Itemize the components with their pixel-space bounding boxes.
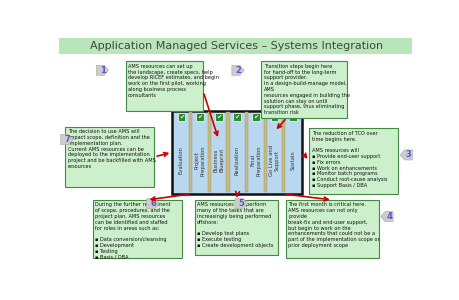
Text: ✔: ✔ — [234, 114, 240, 119]
Text: Business
Blueprint: Business Blueprint — [213, 148, 224, 172]
Text: AMS resources can set up
the landscape, create specs, help
develop RICEF estimat: AMS resources can set up the landscape, … — [128, 64, 218, 98]
FancyBboxPatch shape — [177, 113, 185, 121]
Text: Go Live and
Support: Go Live and Support — [269, 145, 279, 176]
FancyBboxPatch shape — [93, 200, 182, 258]
FancyBboxPatch shape — [194, 200, 278, 256]
Polygon shape — [146, 199, 159, 208]
Text: ✔: ✔ — [253, 114, 258, 119]
Text: 2: 2 — [235, 66, 241, 75]
Text: Application Managed Services – Systems Integration: Application Managed Services – Systems I… — [90, 41, 382, 51]
Text: 5: 5 — [238, 199, 244, 208]
FancyBboxPatch shape — [125, 61, 203, 112]
Text: Realization: Realization — [234, 146, 239, 175]
Text: Transition steps begin here
for hand-off to the long-term
support provider.
In a: Transition steps begin here for hand-off… — [263, 64, 349, 115]
Polygon shape — [231, 65, 244, 75]
FancyBboxPatch shape — [207, 112, 211, 192]
FancyBboxPatch shape — [263, 112, 266, 192]
Polygon shape — [380, 212, 392, 222]
Text: 3: 3 — [405, 151, 410, 160]
Text: ✔: ✔ — [216, 114, 221, 119]
FancyBboxPatch shape — [196, 113, 203, 121]
Text: AMS resources can perform
many of the tasks that are
increasingly being performe: AMS resources can perform many of the ta… — [196, 202, 273, 248]
FancyBboxPatch shape — [245, 112, 247, 192]
Text: Evaluation: Evaluation — [179, 146, 184, 174]
Text: The first month is critical here.
AMS resources can not only
provide
break-fix a: The first month is critical here. AMS re… — [288, 202, 379, 248]
Text: 4: 4 — [386, 212, 391, 221]
Text: ✔: ✔ — [179, 114, 184, 119]
FancyBboxPatch shape — [285, 200, 378, 258]
Polygon shape — [61, 135, 73, 145]
FancyBboxPatch shape — [59, 38, 412, 55]
Polygon shape — [399, 150, 412, 160]
Text: 7: 7 — [64, 135, 70, 144]
Polygon shape — [235, 199, 247, 208]
Text: 1: 1 — [100, 66, 106, 75]
Text: Final
Preparation: Final Preparation — [250, 145, 261, 176]
FancyBboxPatch shape — [289, 113, 297, 121]
Text: ✔: ✔ — [271, 114, 276, 119]
Text: Sustain: Sustain — [290, 150, 295, 170]
Text: ✔: ✔ — [290, 114, 295, 119]
Text: 6: 6 — [150, 199, 156, 208]
Text: ✔: ✔ — [197, 114, 202, 119]
Text: The reduction of TCO over
time begins here.

AMS resources will
▪ Provide end-us: The reduction of TCO over time begins he… — [311, 131, 386, 188]
FancyBboxPatch shape — [270, 113, 278, 121]
Text: During the further refinement
of scope, procedures, and the
project plan, AMS re: During the further refinement of scope, … — [95, 202, 171, 260]
FancyBboxPatch shape — [172, 111, 302, 194]
Polygon shape — [96, 65, 108, 75]
FancyBboxPatch shape — [226, 112, 229, 192]
FancyBboxPatch shape — [261, 61, 346, 118]
Text: The decision to use AMS will
impact scope, definition and the
implementation pla: The decision to use AMS will impact scop… — [67, 129, 155, 169]
FancyBboxPatch shape — [252, 113, 259, 121]
FancyBboxPatch shape — [65, 127, 154, 187]
FancyBboxPatch shape — [189, 112, 192, 192]
FancyBboxPatch shape — [214, 113, 222, 121]
FancyBboxPatch shape — [233, 113, 241, 121]
Text: Project
Preparation: Project Preparation — [194, 145, 205, 176]
FancyBboxPatch shape — [309, 128, 397, 194]
FancyBboxPatch shape — [282, 112, 285, 192]
